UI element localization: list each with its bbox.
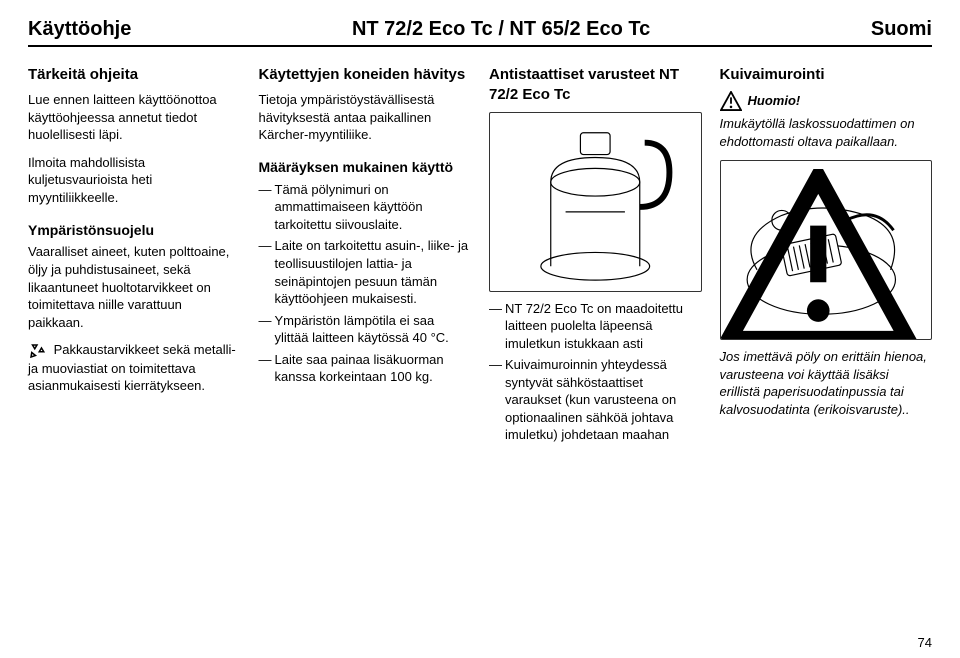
illustration-grounding [489,112,702,292]
grounding-svg [490,113,701,291]
bullet-grounded: NT 72/2 Eco Tc on maadoitettu laitteen p… [489,300,702,353]
usage-bullets: Tämä pölynimuri on ammattimaiseen käyttö… [259,181,472,386]
column-1: Tärkeitä ohjeita Lue ennen laitteen käyt… [28,65,241,448]
bullet-load: Laite saa painaa lisäkuorman kanssa kork… [259,351,472,386]
text-read-first: Lue ennen laitteen käyttöönottoa käyttöo… [28,91,241,144]
column-3: Antistaattiset varusteet NT 72/2 Eco Tc … [489,65,702,448]
header-right: Suomi [871,18,932,41]
attention-label: Huomio! [748,92,801,110]
heading-dry-vacuum: Kuivaimurointi [720,65,933,85]
heading-antistatic: Antistaattiset varusteet NT 72/2 Eco Tc [489,65,702,106]
text-fine-dust: Jos imettävä pöly on erittäin hienoa, va… [720,348,933,418]
header-center: NT 72/2 Eco Tc / NT 65/2 Eco Tc [131,18,871,41]
content-columns: Tärkeitä ohjeita Lue ennen laitteen käyt… [28,65,932,448]
bullet-discharge: Kuivaimuroinnin yhteydessä syntyvät sähk… [489,356,702,444]
header-left: Käyttöohje [28,18,131,41]
heading-disposal: Käytettyjen koneiden hävitys [259,65,472,85]
text-disposal-info: Tietoja ympäristöystävällisestä hävityks… [259,91,472,144]
page-header: Käyttöohje NT 72/2 Eco Tc / NT 65/2 Eco … [28,18,932,47]
column-2: Käytettyjen koneiden hävitys Tietoja ymp… [259,65,472,448]
text-hazardous: Vaaralliset aineet, kuten polttoaine, öl… [28,243,241,331]
bullet-surfaces: Laite on tarkoitettu asuin-, liike- ja t… [259,237,472,307]
page-number: 74 [918,635,932,650]
recycle-icon [28,342,46,360]
heading-important: Tärkeitä ohjeita [28,65,241,85]
bullet-professional: Tämä pölynimuri on ammattimaiseen käyttö… [259,181,472,234]
antistatic-bullets: NT 72/2 Eco Tc on maadoitettu laitteen p… [489,300,702,444]
illustration-filter [720,160,933,340]
bullet-temperature: Ympäristön lämpötila ei saa ylittää lait… [259,312,472,347]
attention-row: Huomio! [720,91,933,111]
text-filter-required: Imukäytöllä laskossuodattimen on ehdotto… [720,115,933,150]
text-recycle-body: Pakkaustarvikkeet sekä metalli- ja muovi… [28,342,236,393]
text-recycle: Pakkaustarvikkeet sekä metalli- ja muovi… [28,341,241,395]
warning-icon [720,91,742,111]
column-4: Kuivaimurointi Huomio! Imukäytöllä lasko… [720,65,933,448]
text-report-damage: Ilmoita mahdollisista kuljetusvaurioista… [28,154,241,207]
heading-environment: Ympäristönsuojelu [28,221,241,240]
warning-icon-inset [720,169,924,340]
manual-page: Käyttöohje NT 72/2 Eco Tc / NT 65/2 Eco … [0,0,960,658]
heading-proper-use: Määräyksen mukainen käyttö [259,158,472,177]
